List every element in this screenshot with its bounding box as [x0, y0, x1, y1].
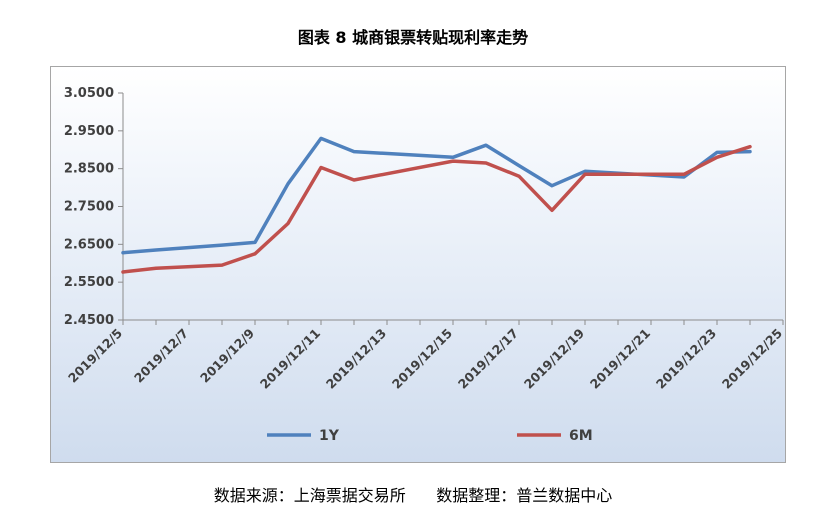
x-tick-label: 2019/12/17	[455, 326, 521, 392]
x-tick-label: 2019/12/9	[197, 326, 257, 386]
y-tick-label: 2.6500	[64, 237, 114, 252]
source-note: 数据来源：上海票据交易所 数据整理：普兰数据中心	[213, 486, 613, 505]
y-tick-label: 2.4500	[64, 313, 114, 328]
legend-label-1y: 1Y	[319, 428, 340, 444]
legend-label-6m: 6M	[569, 428, 593, 444]
y-tick-label: 2.5500	[64, 275, 114, 290]
x-tick-label: 2019/12/7	[131, 326, 191, 386]
y-tick-label: 2.7500	[64, 200, 114, 215]
x-tick-label: 2019/12/11	[257, 326, 323, 392]
series-lines	[121, 136, 752, 274]
legend: 1Y 6M	[267, 428, 593, 444]
x-tick-label: 2019/12/19	[521, 326, 587, 392]
series-line-6m	[121, 144, 752, 274]
y-tick-label: 2.8500	[64, 162, 114, 177]
y-tick-label: 2.9500	[64, 124, 114, 139]
line-chart: 3.0500 2.9500 2.8500 2.7500 2.6500 2.5500 2.45…	[64, 86, 785, 444]
chart-title: 图表 8 城商银票转贴现利率走势	[297, 28, 529, 47]
y-axis-ticks: 3.0500 2.9500 2.8500 2.7500 2.6500 2.5500 2.45…	[64, 86, 123, 328]
y-tick-label: 3.0500	[64, 86, 114, 101]
series-line-1y	[121, 136, 752, 255]
chart-area: 3.0500 2.9500 2.8500 2.7500 2.6500 2.5500 2.45…	[50, 66, 786, 463]
x-tick-label: 2019/12/13	[323, 326, 389, 392]
x-tick-label: 2019/12/15	[389, 326, 455, 392]
x-tick-label: 2019/12/21	[587, 326, 653, 392]
x-tick-label: 2019/12/25	[719, 326, 785, 392]
chart-axes	[122, 93, 783, 321]
x-tick-label: 2019/12/5	[65, 326, 125, 386]
x-axis-ticks: 2019/12/5 2019/12/7 2019/12/9 2019/12/11 201…	[65, 320, 785, 392]
x-tick-label: 2019/12/23	[653, 326, 719, 392]
